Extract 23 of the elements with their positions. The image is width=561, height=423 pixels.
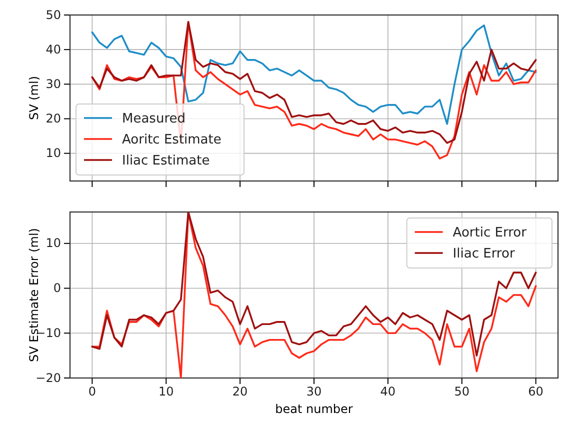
x-tick-label: 30: [306, 384, 322, 399]
legend-label: Iliac Error: [452, 246, 516, 262]
legend-label: Aoritc Estimate: [122, 132, 222, 148]
y-tick-label: 20: [46, 112, 61, 126]
line-series: [91, 24, 537, 125]
y-tick-label: −20: [36, 370, 61, 385]
x-tick-label: 50: [454, 384, 470, 399]
legend-label: Iliac Estimate: [122, 154, 210, 168]
x-tick-label: 60: [528, 384, 544, 399]
y-axis-title: SV (ml): [27, 76, 41, 120]
legend-label: Measured: [122, 112, 186, 126]
y-tick-label: 0: [53, 281, 61, 296]
y-tick-label: 10: [46, 236, 61, 250]
y-tick-label: 30: [46, 77, 61, 92]
x-tick-label: 40: [380, 384, 396, 399]
x-tick-label: 10: [158, 384, 174, 399]
y-tick-label: 40: [46, 42, 61, 56]
x-tick-label: 0: [88, 384, 96, 399]
x-axis-title: beat number: [275, 402, 353, 416]
legend-label: Aortic Error: [452, 226, 528, 240]
y-tick-label: 50: [46, 8, 61, 22]
x-tick-label: 20: [232, 384, 248, 399]
y-tick-label: 10: [46, 146, 61, 160]
